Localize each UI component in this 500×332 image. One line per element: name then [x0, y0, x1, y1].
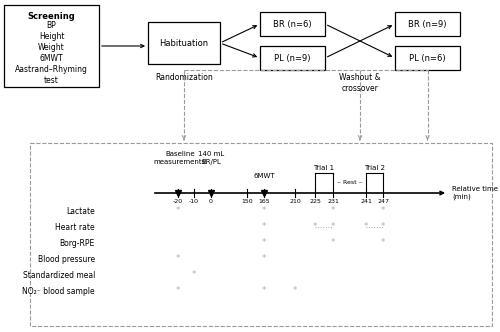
- Text: ‒ Rest ‒: ‒ Rest ‒: [336, 181, 362, 186]
- Text: 0: 0: [209, 199, 213, 204]
- Bar: [260, 12, 325, 36]
- Text: *: *: [192, 271, 196, 280]
- Text: Blood pressure: Blood pressure: [38, 255, 95, 264]
- Text: Relative time
(min): Relative time (min): [452, 186, 498, 200]
- Text: *: *: [381, 238, 385, 247]
- Bar: [395, 46, 460, 70]
- Text: Height: Height: [39, 32, 64, 41]
- Bar: [260, 46, 325, 70]
- Text: PL (n=6): PL (n=6): [409, 53, 446, 62]
- Text: *: *: [381, 222, 385, 231]
- Text: *: *: [262, 222, 266, 231]
- Text: Screening: Screening: [28, 12, 76, 21]
- Text: *: *: [262, 238, 266, 247]
- Text: Weight: Weight: [38, 43, 65, 52]
- Text: *: *: [176, 207, 180, 215]
- Text: -10: -10: [189, 199, 199, 204]
- Text: Habituation: Habituation: [160, 39, 208, 47]
- Text: BR (n=9): BR (n=9): [408, 20, 447, 29]
- Text: 225: 225: [309, 199, 321, 204]
- Text: Lactate: Lactate: [66, 207, 95, 215]
- Text: *: *: [262, 207, 266, 215]
- Text: 165: 165: [258, 199, 270, 204]
- Text: *: *: [331, 222, 335, 231]
- Text: *: *: [331, 238, 335, 247]
- Text: 231: 231: [327, 199, 339, 204]
- Text: Heart rate: Heart rate: [56, 222, 95, 231]
- Text: Randomization: Randomization: [155, 73, 213, 82]
- Text: NO₂⁻ blood sample: NO₂⁻ blood sample: [22, 287, 95, 295]
- Text: *: *: [331, 207, 335, 215]
- Bar: [30, 143, 492, 326]
- Bar: [4, 5, 99, 87]
- Text: BP: BP: [46, 21, 56, 30]
- Text: BR (n=6): BR (n=6): [273, 20, 312, 29]
- Text: *: *: [313, 222, 317, 231]
- Text: Standardized meal: Standardized meal: [22, 271, 95, 280]
- Text: Borg-RPE: Borg-RPE: [60, 238, 95, 247]
- Text: Trial 2: Trial 2: [364, 165, 385, 171]
- Text: *: *: [176, 287, 180, 295]
- Text: 247: 247: [377, 199, 389, 204]
- Text: Trial 1: Trial 1: [314, 165, 334, 171]
- Text: *: *: [293, 287, 297, 295]
- Text: Aastrand–Rhyming: Aastrand–Rhyming: [15, 65, 88, 74]
- Text: 241: 241: [360, 199, 372, 204]
- Text: Baseline
measurements: Baseline measurements: [154, 151, 206, 165]
- Text: 6MWT: 6MWT: [253, 173, 275, 179]
- Text: PL (n=9): PL (n=9): [274, 53, 311, 62]
- Text: 140 mL
BR/PL: 140 mL BR/PL: [198, 151, 224, 165]
- Text: 210: 210: [289, 199, 301, 204]
- Text: *: *: [176, 255, 180, 264]
- Text: *: *: [262, 255, 266, 264]
- Text: Washout &
crossover: Washout & crossover: [339, 73, 381, 93]
- Text: *: *: [364, 222, 368, 231]
- Bar: [395, 12, 460, 36]
- Text: *: *: [381, 207, 385, 215]
- Text: test: test: [44, 76, 59, 85]
- Text: 6MWT: 6MWT: [40, 54, 64, 63]
- Text: *: *: [262, 287, 266, 295]
- Bar: [148, 22, 220, 64]
- Text: 150: 150: [241, 199, 253, 204]
- Text: -20: -20: [173, 199, 183, 204]
